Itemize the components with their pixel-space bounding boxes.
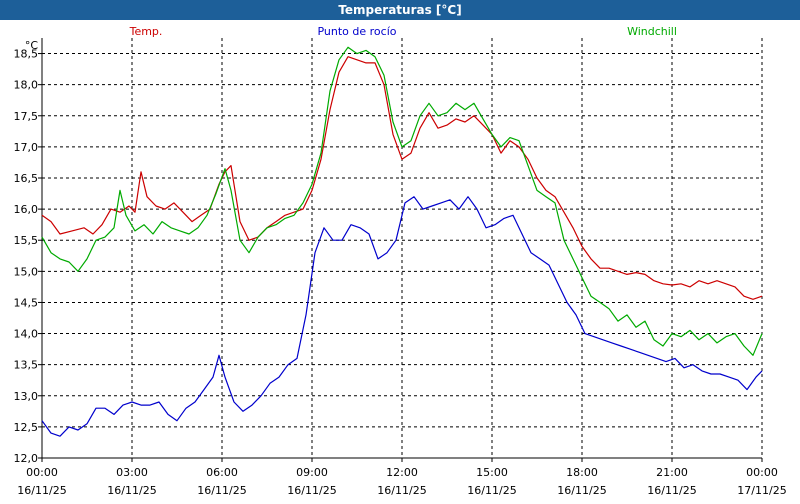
x-tick-label-date: 16/11/25 [647,484,696,497]
y-tick-label: 14,5 [14,296,39,309]
y-tick-label: 13,0 [14,390,39,403]
x-tick-label-date: 16/11/25 [17,484,66,497]
legend-label-1: Punto de rocío [317,25,396,38]
x-tick-label-date: 16/11/25 [557,484,606,497]
y-tick-label: 12,5 [14,421,39,434]
temperature-chart: 12,0 12,5 13,0 13,5 14,0 14,5 15,0 15,5 16,0 16,5… [14,25,787,497]
legend-label-0: Temp. [129,25,163,38]
y-tick-label: 16,0 [14,203,39,216]
y-tick-label: 18,5 [14,48,39,61]
y-tick-label: 15,5 [14,234,39,247]
x-tick-label-time: 00:00 [746,466,778,479]
y-tick-label: 18,0 [14,79,39,92]
chart-area: 12,0 12,5 13,0 13,5 14,0 14,5 15,0 15,5 16,0 16,5… [0,20,800,500]
y-tick-label: 12,0 [14,452,39,465]
series-line-2 [41,46,763,356]
x-tick-label-date: 16/11/25 [287,484,336,497]
y-tick-label: 15,0 [14,265,39,278]
chart-title: Temperaturas [°C] [338,3,462,17]
chart-title-bar: Temperaturas [°C] [0,0,800,20]
y-tick-label: 13,5 [14,359,39,372]
x-tick-label-time: 00:00 [26,466,58,479]
x-tick-label-time: 12:00 [386,466,418,479]
x-tick-label-time: 06:00 [206,466,238,479]
y-tick-label: 16,5 [14,172,39,185]
x-tick-label-time: 09:00 [296,466,328,479]
x-tick-label-date: 16/11/25 [377,484,426,497]
x-tick-label-date: 16/11/25 [197,484,246,497]
x-tick-label-time: 03:00 [116,466,148,479]
y-axis-label: °C [25,39,39,52]
series-line-0 [41,56,763,300]
x-tick-label-time: 15:00 [476,466,508,479]
y-tick-label: 14,0 [14,328,39,341]
legend-label-2: Windchill [627,25,677,38]
x-tick-label-time: 18:00 [566,466,598,479]
x-tick-label-time: 21:00 [656,466,688,479]
y-tick-label: 17,5 [14,110,39,123]
x-tick-label-date: 16/11/25 [467,484,516,497]
x-tick-label-date: 16/11/25 [107,484,156,497]
series-line-1 [41,196,763,437]
x-tick-label-date: 17/11/25 [737,484,786,497]
y-tick-label: 17,0 [14,141,39,154]
